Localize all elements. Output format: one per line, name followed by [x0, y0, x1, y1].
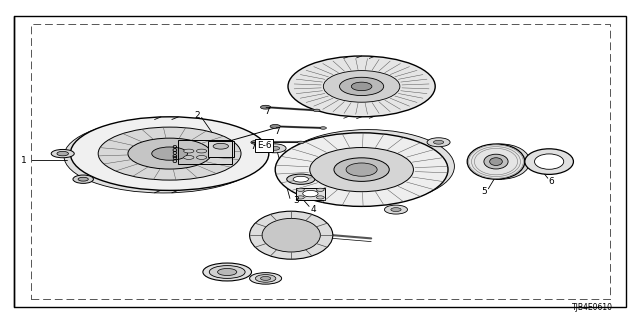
Ellipse shape [484, 154, 508, 169]
Ellipse shape [303, 190, 318, 197]
Text: 4: 4 [311, 205, 316, 214]
Text: 3: 3 [293, 196, 298, 205]
Ellipse shape [51, 149, 74, 158]
Text: E-6: E-6 [257, 141, 271, 150]
Text: 7: 7 [265, 107, 270, 116]
Ellipse shape [269, 147, 280, 150]
Ellipse shape [490, 158, 502, 165]
Ellipse shape [316, 196, 324, 199]
Ellipse shape [218, 268, 237, 276]
Bar [178, 140, 232, 164]
Ellipse shape [78, 177, 88, 181]
Ellipse shape [213, 143, 228, 149]
Text: 6: 6 [549, 177, 554, 186]
Ellipse shape [260, 276, 271, 280]
Ellipse shape [203, 263, 252, 281]
Ellipse shape [297, 188, 304, 191]
Ellipse shape [196, 156, 207, 159]
Ellipse shape [346, 163, 377, 176]
Ellipse shape [184, 149, 194, 153]
Ellipse shape [298, 141, 304, 144]
Ellipse shape [385, 205, 408, 214]
Ellipse shape [282, 130, 454, 203]
Text: 8: 8 [172, 151, 177, 160]
Ellipse shape [433, 140, 444, 144]
Ellipse shape [98, 127, 241, 180]
Ellipse shape [427, 138, 450, 147]
Ellipse shape [323, 71, 400, 102]
Ellipse shape [263, 144, 286, 153]
Text: 2: 2 [195, 111, 200, 120]
Bar [296, 188, 325, 200]
Ellipse shape [534, 154, 564, 169]
Ellipse shape [251, 140, 261, 144]
Bar [31, 24, 610, 299]
Ellipse shape [297, 196, 304, 199]
Ellipse shape [316, 188, 324, 191]
Text: 7: 7 [250, 142, 255, 151]
Ellipse shape [64, 119, 262, 193]
Ellipse shape [287, 174, 315, 184]
Ellipse shape [334, 158, 389, 181]
FancyBboxPatch shape [208, 141, 234, 157]
Ellipse shape [339, 77, 383, 96]
Text: 5: 5 [482, 188, 487, 196]
Ellipse shape [184, 156, 194, 159]
Ellipse shape [260, 105, 271, 109]
Ellipse shape [57, 151, 68, 156]
Ellipse shape [250, 211, 333, 259]
Ellipse shape [293, 176, 308, 182]
Text: 8: 8 [172, 156, 177, 165]
Ellipse shape [255, 275, 276, 282]
Ellipse shape [196, 149, 207, 153]
Ellipse shape [467, 144, 525, 179]
Ellipse shape [314, 109, 320, 112]
Ellipse shape [288, 56, 435, 117]
Ellipse shape [525, 149, 573, 174]
Text: 1: 1 [22, 156, 27, 164]
Ellipse shape [250, 273, 282, 284]
Text: 7: 7 [275, 127, 280, 136]
Ellipse shape [391, 208, 401, 212]
Ellipse shape [152, 147, 188, 160]
Ellipse shape [262, 219, 321, 252]
Ellipse shape [209, 266, 245, 278]
Ellipse shape [351, 82, 372, 91]
Text: TJB4E0610: TJB4E0610 [572, 303, 613, 312]
Ellipse shape [472, 144, 530, 179]
Ellipse shape [275, 133, 448, 206]
Ellipse shape [70, 117, 269, 190]
Ellipse shape [320, 127, 326, 129]
Ellipse shape [73, 175, 93, 183]
Ellipse shape [310, 148, 413, 192]
Text: 8: 8 [172, 145, 177, 154]
Ellipse shape [128, 138, 211, 169]
Ellipse shape [270, 124, 280, 128]
